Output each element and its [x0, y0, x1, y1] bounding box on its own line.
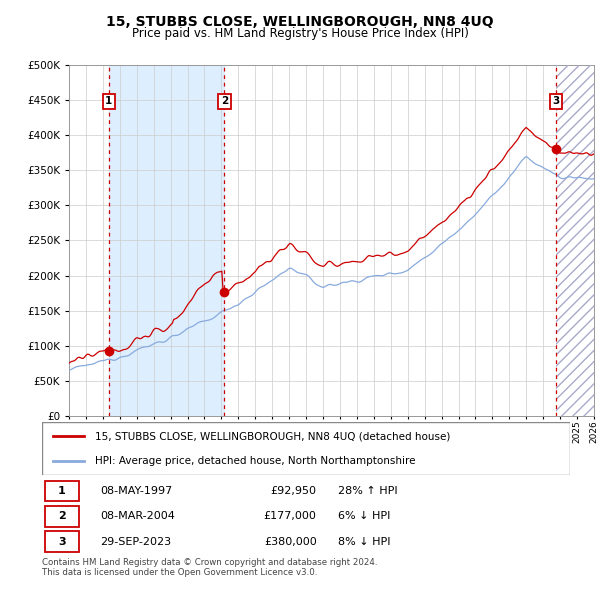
Text: 3: 3 [58, 536, 65, 546]
Bar [109, 65, 224, 416]
Text: 1: 1 [105, 96, 112, 106]
Text: Price paid vs. HM Land Registry's House Price Index (HPI): Price paid vs. HM Land Registry's House … [131, 27, 469, 40]
Text: 29-SEP-2023: 29-SEP-2023 [100, 536, 171, 546]
Text: 08-MAY-1997: 08-MAY-1997 [100, 486, 172, 496]
Text: £177,000: £177,000 [263, 512, 317, 521]
Text: 08-MAR-2004: 08-MAR-2004 [100, 512, 175, 521]
Text: 1: 1 [58, 486, 65, 496]
Text: 2: 2 [221, 96, 228, 106]
Bar [556, 65, 600, 416]
Text: £380,000: £380,000 [264, 536, 317, 546]
FancyBboxPatch shape [44, 531, 79, 552]
Text: 6% ↓ HPI: 6% ↓ HPI [338, 512, 390, 521]
Text: 3: 3 [552, 96, 560, 106]
Text: 2: 2 [58, 512, 65, 521]
Text: £92,950: £92,950 [271, 486, 317, 496]
Text: 15, STUBBS CLOSE, WELLINGBOROUGH, NN8 4UQ (detached house): 15, STUBBS CLOSE, WELLINGBOROUGH, NN8 4U… [95, 431, 450, 441]
FancyBboxPatch shape [44, 481, 79, 502]
Text: Contains HM Land Registry data © Crown copyright and database right 2024.
This d: Contains HM Land Registry data © Crown c… [42, 558, 377, 577]
Bar [556, 65, 600, 416]
Text: HPI: Average price, detached house, North Northamptonshire: HPI: Average price, detached house, Nort… [95, 455, 415, 466]
Text: 15, STUBBS CLOSE, WELLINGBOROUGH, NN8 4UQ: 15, STUBBS CLOSE, WELLINGBOROUGH, NN8 4U… [106, 15, 494, 29]
Text: 8% ↓ HPI: 8% ↓ HPI [338, 536, 390, 546]
FancyBboxPatch shape [44, 506, 79, 527]
Text: 28% ↑ HPI: 28% ↑ HPI [338, 486, 397, 496]
